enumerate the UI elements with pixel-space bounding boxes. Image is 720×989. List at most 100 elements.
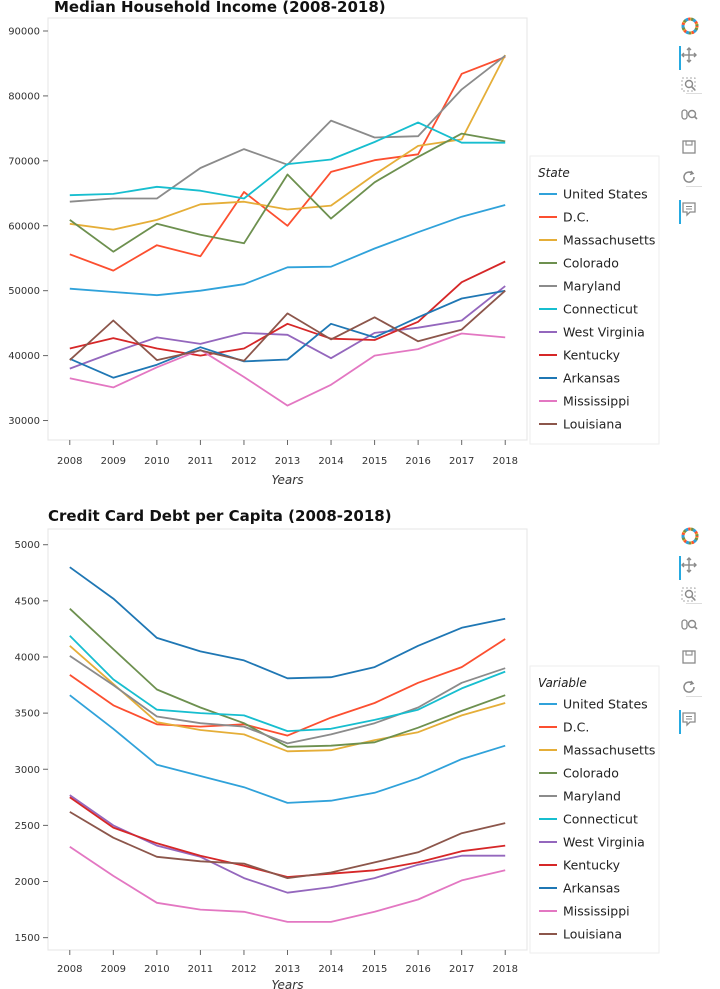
legend-item-west-virginia[interactable]: West Virginia bbox=[563, 835, 645, 850]
legend-title: State bbox=[538, 166, 570, 180]
legend-item-united-states[interactable]: United States bbox=[563, 187, 648, 202]
legend-item-connecticut[interactable]: Connecticut bbox=[563, 812, 638, 827]
legend-item-massachusetts[interactable]: Massachusetts bbox=[563, 233, 655, 248]
y-tick-label: 50000 bbox=[8, 286, 40, 297]
series-line-massachusetts[interactable] bbox=[69, 645, 506, 753]
legend-box bbox=[529, 155, 660, 445]
x-tick-label: 2012 bbox=[231, 964, 256, 975]
series-line-massachusetts[interactable] bbox=[69, 54, 507, 231]
y-tick-label: 1500 bbox=[15, 933, 40, 944]
series-line-arkansas[interactable] bbox=[69, 566, 506, 680]
x-tick-label: 2008 bbox=[57, 456, 82, 467]
chart-title: Median Household Income (2008-2018) bbox=[54, 0, 386, 16]
legend-item-d-c[interactable]: D.C. bbox=[563, 210, 589, 225]
chart-title: Credit Card Debt per Capita (2008-2018) bbox=[48, 507, 392, 525]
save-icon[interactable] bbox=[680, 648, 708, 672]
legend-item-louisiana[interactable]: Louisiana bbox=[563, 927, 622, 942]
y-tick-label: 60000 bbox=[8, 221, 40, 232]
legend-item-maryland[interactable]: Maryland bbox=[563, 789, 621, 804]
y-tick-label: 30000 bbox=[8, 416, 40, 427]
x-tick-label: 2017 bbox=[449, 456, 474, 467]
chart-0: Median Household Income (2008-2018) 30000… bbox=[8, 0, 660, 487]
save-icon[interactable] bbox=[680, 138, 708, 162]
box-zoom-icon[interactable] bbox=[680, 586, 708, 610]
pan-icon[interactable] bbox=[679, 46, 708, 70]
series-line-d-c[interactable] bbox=[69, 638, 506, 737]
legend-item-kentucky[interactable]: Kentucky bbox=[563, 348, 621, 363]
legend-item-connecticut[interactable]: Connecticut bbox=[563, 302, 638, 317]
series-line-west-virginia[interactable] bbox=[69, 285, 506, 370]
x-tick-label: 2012 bbox=[231, 456, 256, 467]
hover-icon[interactable] bbox=[679, 200, 708, 224]
series-line-united-states[interactable] bbox=[69, 204, 506, 297]
series-line-mississippi[interactable] bbox=[69, 332, 506, 407]
box-zoom-icon[interactable] bbox=[680, 76, 708, 100]
x-tick-label: 2015 bbox=[362, 964, 387, 975]
series-line-louisiana[interactable] bbox=[69, 290, 506, 362]
x-tick-label: 2010 bbox=[144, 456, 169, 467]
toolbar-separator bbox=[686, 93, 702, 94]
x-tick-label: 2010 bbox=[144, 964, 169, 975]
series-line-maryland[interactable] bbox=[69, 54, 506, 203]
series-line-mississippi[interactable] bbox=[69, 845, 506, 923]
legend-item-colorado[interactable]: Colorado bbox=[563, 256, 619, 271]
y-tick-label: 4500 bbox=[15, 596, 40, 607]
legend-item-massachusetts[interactable]: Massachusetts bbox=[563, 743, 655, 758]
legend-box bbox=[529, 665, 660, 954]
y-tick-label: 3500 bbox=[15, 709, 40, 720]
y-tick-label: 80000 bbox=[8, 91, 40, 102]
legend-item-colorado[interactable]: Colorado bbox=[563, 766, 619, 781]
legend-item-louisiana[interactable]: Louisiana bbox=[563, 417, 622, 432]
legend-item-mississippi[interactable]: Mississippi bbox=[563, 394, 630, 409]
x-tick-label: 2018 bbox=[493, 964, 518, 975]
series-line-louisiana[interactable] bbox=[69, 811, 506, 879]
legend-item-arkansas[interactable]: Arkansas bbox=[563, 371, 620, 386]
x-tick-label: 2014 bbox=[318, 456, 343, 467]
bokeh-logo-icon[interactable] bbox=[680, 16, 708, 40]
toolbar-separator bbox=[686, 603, 702, 604]
series-line-d-c[interactable] bbox=[69, 56, 506, 272]
bokeh-logo-icon[interactable] bbox=[680, 526, 708, 550]
x-tick-label: 2013 bbox=[275, 964, 300, 975]
series-line-arkansas[interactable] bbox=[69, 289, 506, 379]
x-tick-label: 2018 bbox=[493, 456, 518, 467]
legend-item-maryland[interactable]: Maryland bbox=[563, 279, 621, 294]
y-tick-label: 3000 bbox=[15, 765, 40, 776]
series-line-connecticut[interactable] bbox=[69, 121, 506, 200]
series-line-maryland[interactable] bbox=[69, 655, 506, 745]
x-tick-label: 2008 bbox=[57, 964, 82, 975]
legend-item-united-states[interactable]: United States bbox=[563, 697, 648, 712]
wheel-zoom-icon[interactable] bbox=[680, 106, 708, 130]
series-line-connecticut[interactable] bbox=[69, 635, 506, 732]
legend-item-mississippi[interactable]: Mississippi bbox=[563, 904, 630, 919]
wheel-zoom-icon[interactable] bbox=[680, 616, 708, 640]
y-tick-label: 5000 bbox=[15, 540, 40, 551]
series-line-colorado[interactable] bbox=[69, 132, 506, 253]
x-tick-label: 2017 bbox=[449, 964, 474, 975]
x-tick-label: 2011 bbox=[188, 456, 213, 467]
y-tick-label: 90000 bbox=[8, 26, 40, 37]
legend-title: Variable bbox=[538, 676, 587, 690]
hover-icon[interactable] bbox=[679, 710, 708, 734]
y-tick-label: 2000 bbox=[15, 877, 40, 888]
x-tick-label: 2009 bbox=[101, 964, 126, 975]
pan-icon[interactable] bbox=[679, 556, 708, 580]
series-line-united-states[interactable] bbox=[69, 694, 506, 804]
series-line-kentucky[interactable] bbox=[69, 796, 506, 878]
y-tick-label: 2500 bbox=[15, 821, 40, 832]
x-tick-label: 2016 bbox=[405, 964, 430, 975]
plot-frame bbox=[47, 528, 528, 951]
reset-icon[interactable] bbox=[680, 678, 708, 702]
legend-item-kentucky[interactable]: Kentucky bbox=[563, 858, 621, 873]
legend-item-west-virginia[interactable]: West Virginia bbox=[563, 325, 645, 340]
reset-icon[interactable] bbox=[680, 168, 708, 192]
legend-item-arkansas[interactable]: Arkansas bbox=[563, 881, 620, 896]
toolbar-separator bbox=[686, 186, 702, 187]
series-line-colorado[interactable] bbox=[69, 608, 506, 748]
x-axis-label: Years bbox=[272, 473, 304, 487]
series-line-kentucky[interactable] bbox=[69, 260, 506, 357]
y-tick-label: 4000 bbox=[15, 652, 40, 663]
x-axis-label: Years bbox=[272, 978, 304, 989]
legend-item-d-c[interactable]: D.C. bbox=[563, 720, 589, 735]
